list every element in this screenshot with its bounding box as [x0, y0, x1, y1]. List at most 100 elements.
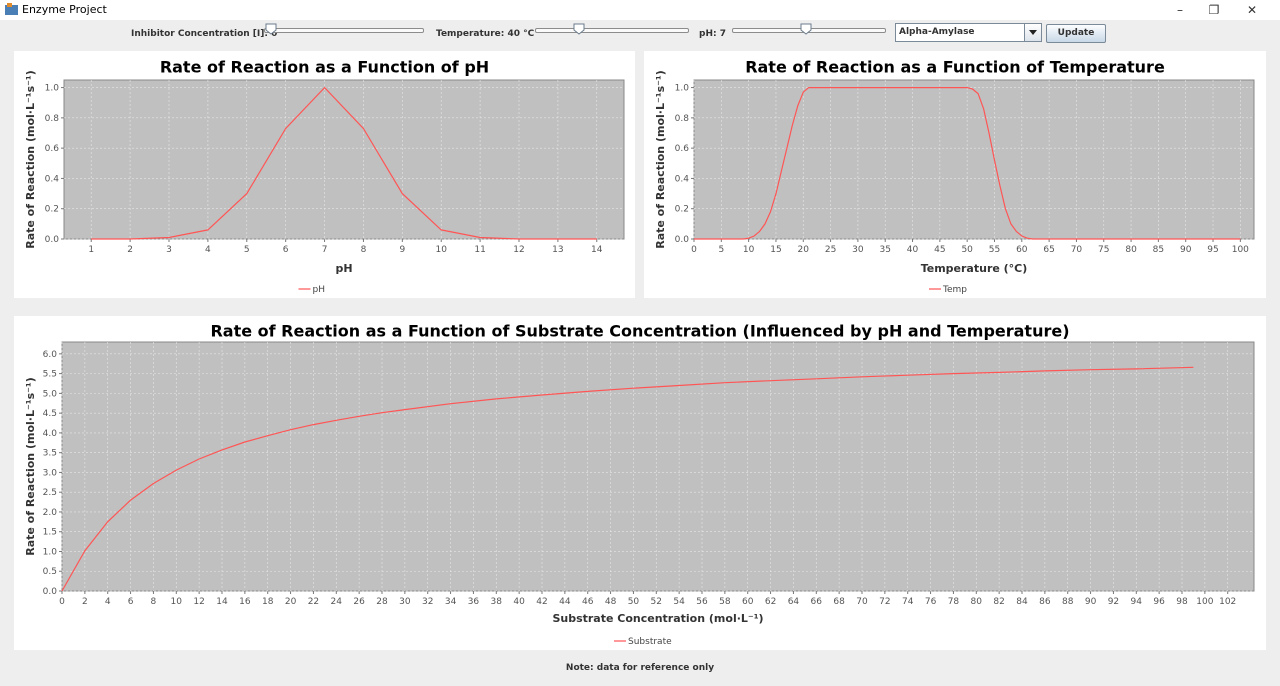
x-tick-label: 96 [1153, 597, 1165, 607]
x-tick-label: 100 [1196, 597, 1213, 607]
x-tick-label: 2 [82, 597, 88, 607]
x-tick-label: 8 [151, 597, 157, 607]
y-tick-label: 0.2 [675, 205, 689, 215]
chart-title: Rate of Reaction as a Function of Substr… [210, 322, 1069, 341]
y-tick-label: 5.5 [43, 370, 57, 380]
x-tick-label: 5 [718, 245, 724, 255]
ph-slider-thumb[interactable] [800, 23, 812, 35]
inhibitor-label: Inhibitor Concentration [I]: 0 [131, 29, 278, 39]
x-tick-label: 22 [308, 597, 319, 607]
x-tick-label: 75 [1098, 245, 1109, 255]
y-tick-label: 0.6 [675, 144, 690, 154]
x-tick-label: 16 [239, 597, 251, 607]
x-tick-label: 46 [582, 597, 594, 607]
x-tick-label: 82 [993, 597, 1004, 607]
x-tick-label: 34 [445, 597, 457, 607]
x-tick-label: 64 [788, 597, 800, 607]
plot-area [61, 341, 1255, 592]
x-tick-label: 4 [105, 597, 111, 607]
x-tick-label: 12 [193, 597, 204, 607]
x-axis-label: pH [335, 262, 352, 275]
close-button[interactable]: ✕ [1246, 3, 1258, 17]
y-tick-label: 4.0 [43, 429, 58, 439]
chart-title: Rate of Reaction as a Function of pH [160, 58, 489, 77]
y-tick-label: 2.5 [43, 488, 57, 498]
x-tick-label: 44 [559, 597, 571, 607]
x-tick-label: 2 [127, 245, 133, 255]
x-tick-label: 9 [399, 245, 405, 255]
y-tick-label: 2.0 [43, 508, 58, 518]
x-tick-label: 58 [719, 597, 731, 607]
y-tick-label: 0.0 [45, 235, 60, 245]
y-tick-label: 3.0 [43, 468, 58, 478]
chevron-down-icon[interactable] [1024, 24, 1041, 41]
x-tick-label: 42 [536, 597, 547, 607]
x-tick-label: 3 [166, 245, 172, 255]
legend-label: Temp [942, 285, 967, 295]
window-title: Enzyme Project [22, 3, 107, 16]
temperature-label: Temperature: 40 °C [436, 29, 535, 39]
y-tick-label: 1.0 [675, 84, 690, 94]
x-tick-label: 6 [128, 597, 134, 607]
temperature-slider[interactable] [535, 23, 689, 35]
x-tick-label: 8 [361, 245, 367, 255]
legend-label: Substrate [628, 637, 672, 647]
series-line [61, 366, 1194, 592]
x-tick-label: 56 [696, 597, 708, 607]
x-tick-label: 80 [1125, 245, 1137, 255]
temperature-slider-thumb[interactable] [573, 23, 585, 35]
temperature-chart-panel: Rate of Reaction as a Function of Temper… [644, 51, 1266, 298]
x-tick-label: 54 [673, 597, 685, 607]
y-tick-label: 0.4 [45, 174, 60, 184]
x-tick-label: 24 [331, 597, 343, 607]
x-tick-label: 52 [651, 597, 662, 607]
update-button[interactable]: Update [1046, 24, 1106, 43]
minimize-button[interactable]: – [1177, 3, 1183, 17]
ph-chart-panel: Rate of Reaction as a Function of pH 1 2 3 4… [14, 51, 635, 298]
title-bar: Enzyme Project – ❐ ✕ [0, 0, 1280, 20]
x-tick-label: 11 [474, 245, 485, 255]
y-axis-label: Rate of Reaction (mol·L⁻¹s⁻¹) [24, 377, 37, 556]
plot-area [693, 79, 1255, 240]
x-tick-label: 78 [948, 597, 960, 607]
x-tick-label: 15 [770, 245, 781, 255]
inhibitor-slider-thumb[interactable] [265, 23, 277, 35]
x-tick-label: 68 [833, 597, 845, 607]
footer-note: Note: data for reference only [565, 663, 715, 673]
x-tick-label: 0 [59, 597, 65, 607]
x-tick-label: 7 [322, 245, 328, 255]
x-tick-label: 13 [552, 245, 563, 255]
ph-slider[interactable] [732, 23, 886, 35]
x-tick-label: 40 [907, 245, 919, 255]
x-tick-label: 86 [1039, 597, 1051, 607]
y-tick-label: 0.4 [675, 174, 690, 184]
x-tick-label: 90 [1180, 245, 1192, 255]
x-tick-label: 28 [376, 597, 388, 607]
y-tick-label: 1.0 [43, 547, 58, 557]
x-tick-label: 50 [628, 597, 640, 607]
y-tick-label: 1.0 [45, 84, 60, 94]
x-tick-label: 1 [88, 245, 94, 255]
y-tick-label: 0.0 [43, 587, 58, 597]
x-tick-label: 84 [1016, 597, 1028, 607]
inhibitor-slider[interactable] [264, 23, 424, 35]
series-line [91, 86, 597, 240]
chart-svg: Rate of Reaction as a Function of Temper… [654, 58, 1255, 295]
x-tick-label: 92 [1108, 597, 1119, 607]
x-tick-label: 80 [971, 597, 983, 607]
x-tick-label: 26 [353, 597, 365, 607]
x-tick-label: 90 [1085, 597, 1097, 607]
restore-button[interactable]: ❐ [1208, 3, 1220, 17]
x-tick-label: 76 [925, 597, 937, 607]
chart-title: Rate of Reaction as a Function of Temper… [745, 58, 1165, 77]
y-tick-label: 6.0 [43, 350, 58, 360]
x-tick-label: 32 [422, 597, 433, 607]
ph-label: pH: 7 [699, 29, 726, 39]
x-tick-label: 55 [989, 245, 1000, 255]
plot-area [63, 79, 625, 240]
x-axis-label: Substrate Concentration (mol·L⁻¹) [552, 612, 763, 625]
x-tick-label: 40 [513, 597, 525, 607]
x-tick-label: 10 [435, 245, 447, 255]
x-tick-label: 30 [852, 245, 864, 255]
enzyme-select[interactable]: Alpha-Amylase [895, 23, 1042, 42]
